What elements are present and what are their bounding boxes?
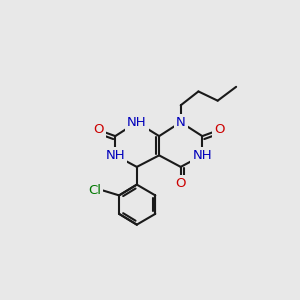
Text: O: O: [214, 123, 224, 136]
Text: NH: NH: [127, 116, 147, 129]
Text: N: N: [176, 116, 186, 129]
Text: NH: NH: [192, 149, 212, 162]
Text: O: O: [176, 177, 186, 190]
Text: NH: NH: [105, 149, 125, 162]
Text: Cl: Cl: [88, 184, 101, 196]
Text: O: O: [93, 123, 104, 136]
